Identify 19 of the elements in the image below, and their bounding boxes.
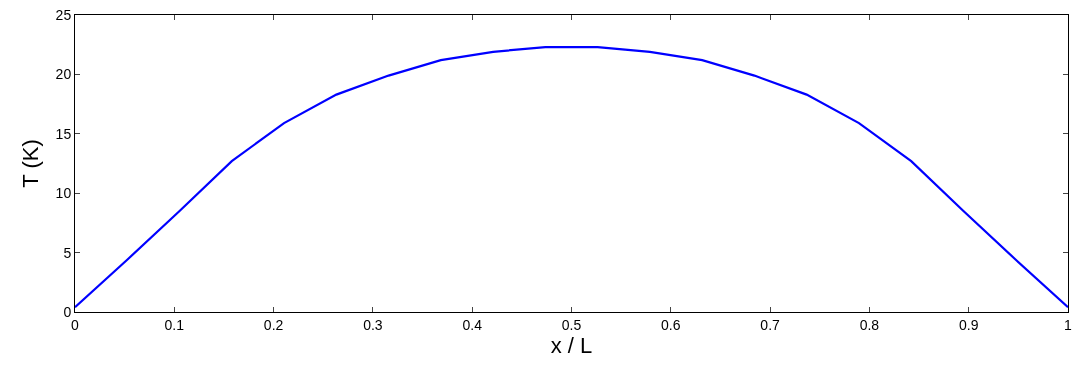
y-tick-label: 5 — [63, 244, 72, 261]
y-axis-title: T (K) — [18, 139, 44, 188]
x-axis-title: x / L — [550, 332, 593, 358]
x-tick-label: 0.9 — [958, 316, 979, 333]
x-tick-label: 0.1 — [164, 316, 185, 333]
y-tick-label: 25 — [55, 6, 72, 23]
x-tick-label: 0.5 — [561, 316, 582, 333]
x-tick-label: 0.7 — [760, 316, 781, 333]
y-tick-label: 10 — [55, 185, 72, 202]
x-tick-label: 0.6 — [661, 316, 681, 333]
y-tick-label: 0 — [63, 303, 72, 320]
y-tick-label: 15 — [55, 125, 72, 142]
x-tick-label: 1 — [1064, 316, 1073, 333]
x-tick-label: 0.3 — [363, 316, 383, 333]
x-tick-label: 0.4 — [462, 316, 483, 333]
y-tick-label: 20 — [55, 66, 72, 83]
x-tick-label: 0.8 — [859, 316, 880, 333]
x-tick-label: 0.2 — [263, 316, 284, 333]
line-series — [75, 45, 1068, 309]
